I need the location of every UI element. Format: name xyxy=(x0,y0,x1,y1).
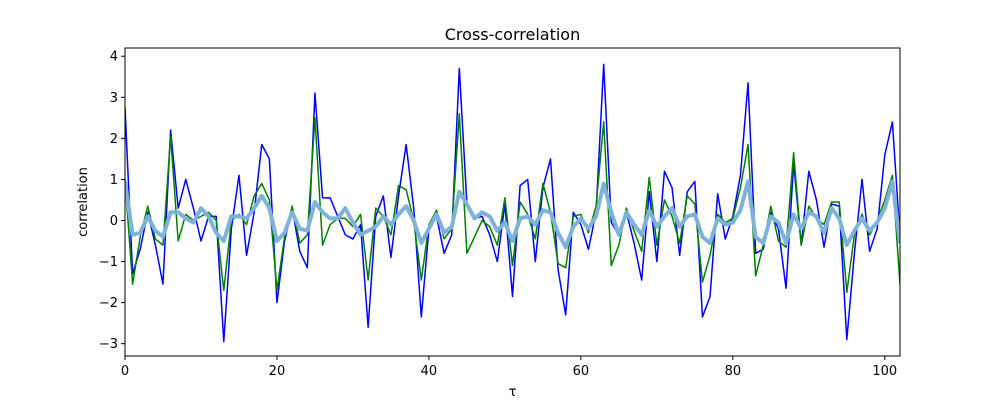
ticks-layer: 0 20 40 60 80 100 −3 −2 −1 0 1 2 3 4 xyxy=(99,50,897,379)
x-tick-label: 0 xyxy=(121,364,129,379)
y-tick-label: −3 xyxy=(99,337,118,352)
x-tick-label: 80 xyxy=(725,364,742,379)
x-tick-label: 20 xyxy=(269,364,286,379)
y-tick-label: 0 xyxy=(110,214,118,229)
series-line-3 xyxy=(125,179,900,250)
plot-area-frame xyxy=(124,47,901,357)
y-tick-label: −2 xyxy=(99,296,118,311)
y-tick-label: −1 xyxy=(99,255,118,270)
x-tick-label: 40 xyxy=(421,364,438,379)
x-axis-label: τ xyxy=(509,385,517,400)
series-line-2 xyxy=(125,112,900,294)
y-tick-label: 1 xyxy=(110,173,118,188)
chart-title: Cross-correlation xyxy=(445,25,580,44)
x-tick-label: 100 xyxy=(872,364,897,379)
y-tick-label: 4 xyxy=(110,50,118,65)
x-tick-label: 60 xyxy=(573,364,590,379)
series-line-1 xyxy=(125,63,900,343)
y-tick-label: 2 xyxy=(110,132,118,147)
y-axis-label: correlation xyxy=(76,167,91,237)
y-tick-label: 3 xyxy=(110,91,118,106)
series-layer xyxy=(125,63,900,343)
